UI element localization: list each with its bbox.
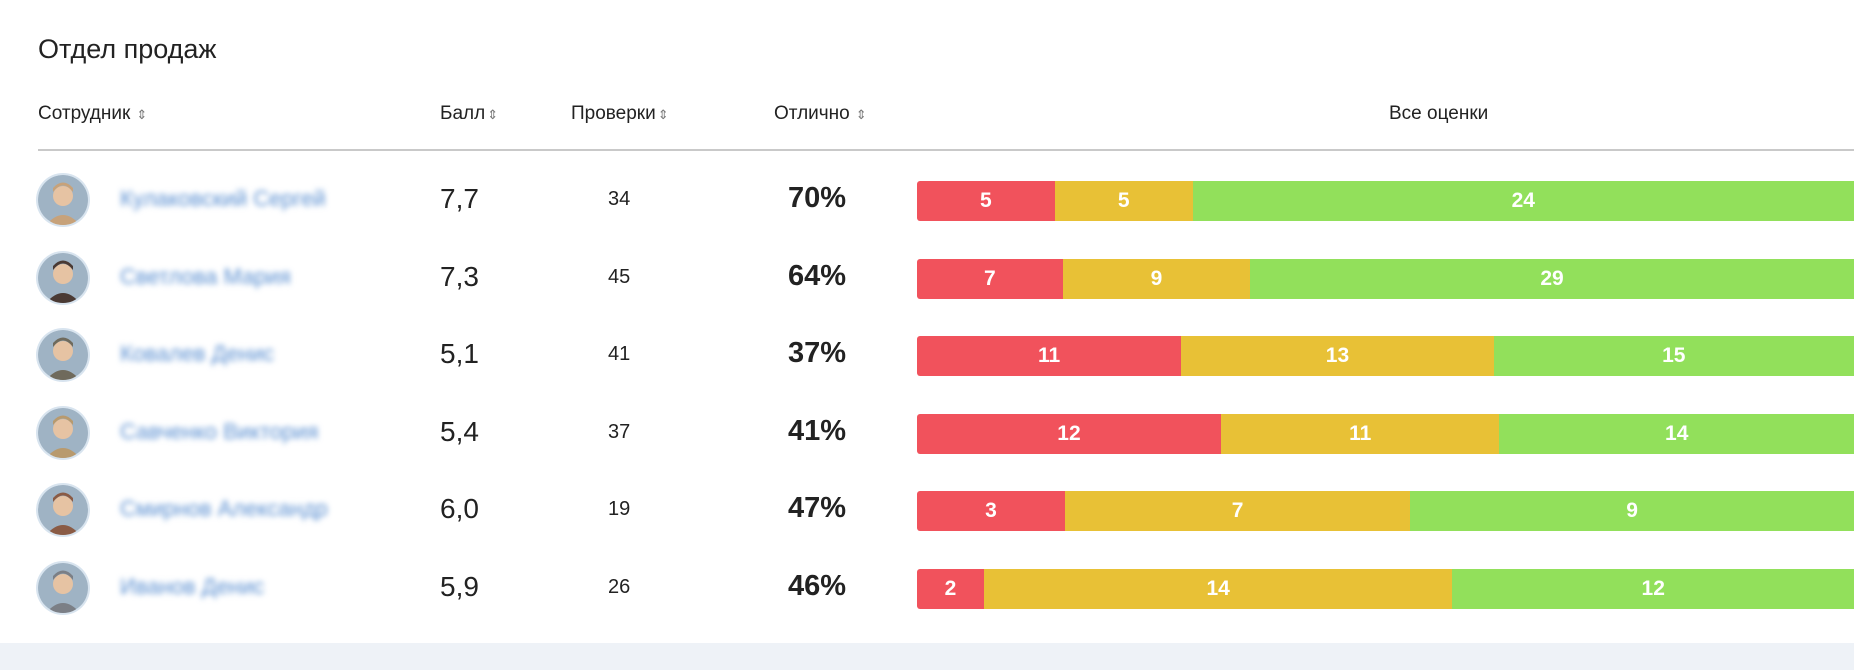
page-title: Отдел продаж bbox=[38, 34, 217, 64]
excellent-percent: 46% bbox=[788, 569, 847, 602]
ratings-segment-medium: 9 bbox=[1062, 258, 1251, 299]
avatar[interactable] bbox=[38, 562, 88, 613]
excellent-percent: 64% bbox=[788, 259, 847, 292]
column-header-excellent[interactable]: Отлично ⇕ bbox=[774, 103, 867, 125]
sort-icon[interactable]: ⇕ bbox=[855, 107, 867, 122]
checks-count: 37 bbox=[608, 420, 631, 443]
ratings-segment-medium: 7 bbox=[1064, 491, 1411, 531]
employee-name-link[interactable]: Кулаковский Сергей bbox=[120, 186, 326, 211]
ratings-bar: 7 9 29 bbox=[917, 258, 1854, 299]
avatar[interactable] bbox=[38, 407, 88, 458]
ratings-bar: 2 14 12 bbox=[917, 568, 1854, 609]
excellent-percent: 47% bbox=[788, 492, 847, 524]
column-header-checks[interactable]: Проверки ⇕ bbox=[571, 103, 669, 125]
checks-count: 45 bbox=[608, 265, 631, 288]
ratings-segment-good: 12 bbox=[1452, 568, 1854, 609]
ratings-segment-medium: 11 bbox=[1220, 413, 1500, 454]
ratings-segment-medium: 14 bbox=[983, 568, 1453, 609]
score-value: 5,9 bbox=[440, 570, 479, 602]
column-header-excellent-label: Отлично bbox=[774, 103, 850, 124]
column-header-score[interactable]: Балл ⇕ bbox=[440, 103, 498, 125]
score-value: 7,7 bbox=[440, 183, 479, 214]
ratings-segment-medium: 13 bbox=[1181, 336, 1494, 376]
score-value: 5,4 bbox=[440, 415, 479, 447]
ratings-bar: 12 11 14 bbox=[917, 413, 1854, 454]
ratings-segment-good: 29 bbox=[1250, 258, 1854, 299]
ratings-segment-bad: 11 bbox=[917, 336, 1182, 376]
score-value: 6,0 bbox=[440, 493, 479, 524]
ratings-segment-bad: 3 bbox=[917, 491, 1065, 531]
ratings-segment-good: 14 bbox=[1499, 413, 1854, 454]
ratings-segment-good: 9 bbox=[1410, 491, 1854, 531]
employee-name-link[interactable]: Ковалев Денис bbox=[120, 341, 275, 366]
checks-count: 19 bbox=[608, 498, 631, 520]
header-divider bbox=[38, 149, 1854, 151]
employee-name-link[interactable]: Смирнов Александр bbox=[120, 496, 328, 521]
ratings-segment-good: 24 bbox=[1192, 181, 1854, 221]
checks-count: 41 bbox=[608, 343, 631, 365]
avatar[interactable] bbox=[38, 252, 88, 303]
employee-name-link[interactable]: Светлова Мария bbox=[120, 263, 291, 289]
ratings-segment-bad: 12 bbox=[917, 413, 1221, 454]
table-row[interactable]: Кулаковский Сергей 7,7 34 70% 5 5 24 bbox=[0, 160, 1854, 238]
excellent-percent: 41% bbox=[788, 414, 847, 447]
column-header-score-label: Балл bbox=[440, 103, 486, 124]
checks-count: 26 bbox=[608, 575, 631, 598]
table-row[interactable]: Ковалев Денис 5,1 41 37% 11 13 15 bbox=[0, 315, 1854, 393]
checks-count: 34 bbox=[608, 188, 631, 210]
score-value: 5,1 bbox=[440, 338, 479, 369]
footer-bar bbox=[0, 643, 1854, 670]
ratings-bar: 5 5 24 bbox=[917, 181, 1854, 221]
column-header-employee-label: Сотрудник bbox=[38, 103, 131, 124]
sort-icon[interactable]: ⇕ bbox=[136, 107, 148, 122]
ratings-segment-bad: 7 bbox=[917, 258, 1063, 299]
employee-name-link[interactable]: Иванов Денис bbox=[120, 573, 265, 599]
ratings-segment-good: 15 bbox=[1493, 336, 1854, 376]
score-value: 7,3 bbox=[440, 260, 479, 292]
table-row[interactable]: Смирнов Александр 6,0 19 47% 3 7 9 bbox=[0, 470, 1854, 548]
column-header-checks-label: Проверки bbox=[571, 103, 656, 124]
ratings-segment-bad: 5 bbox=[917, 181, 1055, 221]
sort-icon[interactable]: ⇕ bbox=[657, 107, 669, 122]
ratings-bar: 11 13 15 bbox=[917, 336, 1854, 376]
avatar[interactable] bbox=[38, 175, 88, 225]
table-row[interactable]: Иванов Денис 5,9 26 46% 2 14 12 bbox=[0, 548, 1854, 626]
table-row[interactable]: Савченко Виктория 5,4 37 41% 12 11 14 bbox=[0, 393, 1854, 471]
excellent-percent: 37% bbox=[788, 337, 847, 369]
avatar[interactable] bbox=[38, 485, 88, 535]
avatar[interactable] bbox=[38, 330, 88, 380]
sort-icon[interactable]: ⇕ bbox=[487, 107, 499, 122]
column-header-all-ratings: Все оценки bbox=[1389, 103, 1489, 124]
table-row[interactable]: Светлова Мария 7,3 45 64% 7 9 29 bbox=[0, 238, 1854, 316]
employee-name-link[interactable]: Савченко Виктория bbox=[120, 418, 319, 444]
ratings-segment-medium: 5 bbox=[1054, 181, 1193, 221]
excellent-percent: 70% bbox=[788, 182, 847, 214]
column-header-employee[interactable]: Сотрудник ⇕ bbox=[38, 103, 147, 125]
ratings-segment-bad: 2 bbox=[917, 568, 984, 609]
